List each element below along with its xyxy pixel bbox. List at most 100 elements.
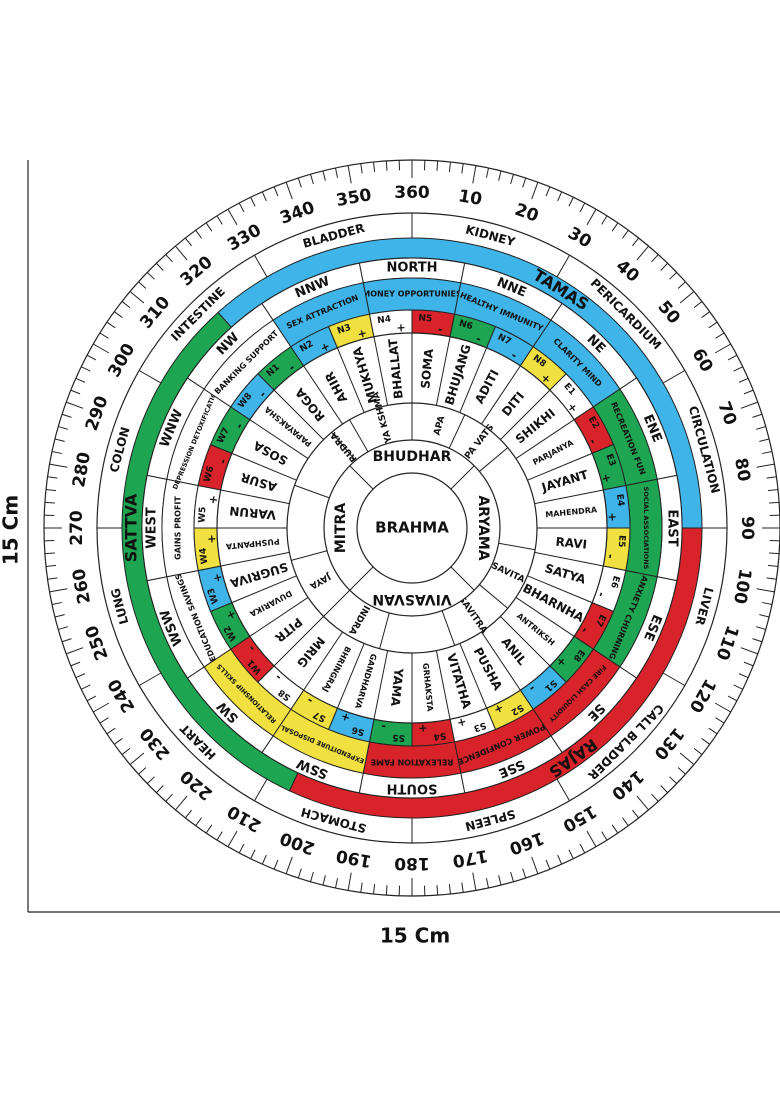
- degree-tick: [611, 222, 619, 232]
- degree-tick: [51, 601, 62, 606]
- code-sign: +: [339, 709, 352, 724]
- code-sign: +: [605, 512, 618, 522]
- degree-tick: [195, 229, 202, 239]
- code-sign: -: [578, 625, 592, 636]
- pada-label: SOMA: [418, 347, 436, 389]
- code-label: S5: [392, 732, 405, 743]
- degree-tick: [385, 160, 388, 171]
- pada-divider: [435, 650, 451, 720]
- degree-tick: [66, 647, 84, 655]
- degree-tick: [45, 564, 57, 567]
- code-label: N5: [418, 313, 432, 324]
- degree-tick: [54, 438, 65, 442]
- degree-tick: [322, 170, 326, 181]
- degree-tick: [586, 209, 597, 226]
- degree-tick: [485, 167, 490, 178]
- degree-tick: [714, 343, 731, 354]
- degree-label: 10: [457, 186, 484, 210]
- center-ring-label: MITRA: [333, 503, 349, 553]
- organ-divider: [556, 778, 570, 802]
- code-sign: -: [380, 720, 386, 734]
- inner-divider: [498, 542, 536, 551]
- degree-tick: [498, 875, 502, 886]
- degree-tick: [334, 878, 339, 889]
- degree-tick: [636, 245, 649, 261]
- degree-tick: [61, 413, 72, 418]
- pada-divider: [373, 336, 389, 406]
- pada-divider: [435, 336, 451, 406]
- degree-tick: [755, 426, 766, 430]
- inner-label: APA: [433, 415, 448, 437]
- degree-tick: [759, 614, 770, 618]
- code-label: E6: [608, 574, 621, 589]
- degree-tick: [568, 849, 574, 859]
- degree-tick: [195, 817, 202, 827]
- pada-divider: [481, 631, 521, 691]
- center-ring-label: BHUDHAR: [373, 449, 452, 465]
- pada-divider: [249, 419, 309, 459]
- degree-tick: [205, 824, 213, 834]
- degree-tick: [106, 727, 116, 735]
- degree-tick: [557, 191, 563, 202]
- pada-label: VARUN: [229, 504, 277, 523]
- degree-tick: [531, 182, 539, 200]
- inner-divider: [479, 447, 509, 472]
- pada-divider: [500, 616, 551, 667]
- code-sign: -: [527, 682, 538, 695]
- degree-tick: [61, 638, 72, 643]
- code-sign: -: [474, 332, 483, 346]
- degree-tick: [285, 856, 293, 874]
- degree-tick: [216, 831, 223, 841]
- pada-divider: [459, 347, 488, 413]
- degree-tick: [743, 389, 754, 395]
- degree-tick: [545, 859, 551, 870]
- degree-tick: [677, 281, 686, 289]
- inner-divider: [448, 414, 466, 449]
- degree-tick: [510, 174, 514, 185]
- degree-tick: [472, 165, 477, 184]
- code-sign: +: [418, 721, 428, 734]
- degree-tick: [66, 401, 84, 409]
- degree-tick: [297, 177, 302, 188]
- degree-label: 360: [394, 183, 430, 203]
- degree-tick: [310, 871, 314, 882]
- degree-tick: [579, 202, 586, 213]
- degree-tick: [660, 785, 668, 794]
- code-sign: -: [437, 323, 443, 337]
- degree-tick: [93, 343, 110, 354]
- degree-tick: [733, 366, 743, 372]
- pada-divider: [273, 616, 324, 667]
- degree-tick: [297, 868, 302, 879]
- degree-tick: [47, 476, 58, 479]
- degree-tick: [86, 695, 97, 702]
- degree-tick: [360, 882, 363, 893]
- pada-divider: [303, 631, 343, 691]
- degree-tick: [636, 795, 649, 811]
- degree-tick: [322, 875, 326, 886]
- degree-tick: [49, 463, 68, 468]
- wheel: 1020304050607080901001101201301401501601…: [43, 159, 780, 897]
- degree-tick: [310, 174, 314, 185]
- code-label: W4: [198, 547, 210, 564]
- pada-divider: [515, 419, 575, 459]
- degree-tick: [660, 262, 668, 271]
- degree-tick: [227, 209, 238, 226]
- degree-tick: [138, 281, 147, 289]
- code-sign: -: [286, 361, 297, 374]
- degree-tick: [146, 272, 155, 280]
- code-sign: -: [509, 349, 520, 363]
- degree-tick: [767, 564, 779, 567]
- degree-tick: [522, 177, 527, 188]
- degree-tick: [622, 817, 629, 827]
- degree-tick: [579, 843, 586, 854]
- degree-tick: [738, 377, 749, 383]
- pada-divider: [527, 575, 593, 604]
- direction-description: MONEY OPPORTUNIES: [362, 290, 462, 299]
- degree-tick: [129, 752, 145, 765]
- pada-divider: [303, 365, 343, 425]
- degree-tick: [727, 695, 738, 702]
- degree-tick: [99, 332, 109, 339]
- direction-description: GAINS PROFIT: [174, 496, 183, 560]
- degree-tick: [70, 389, 81, 395]
